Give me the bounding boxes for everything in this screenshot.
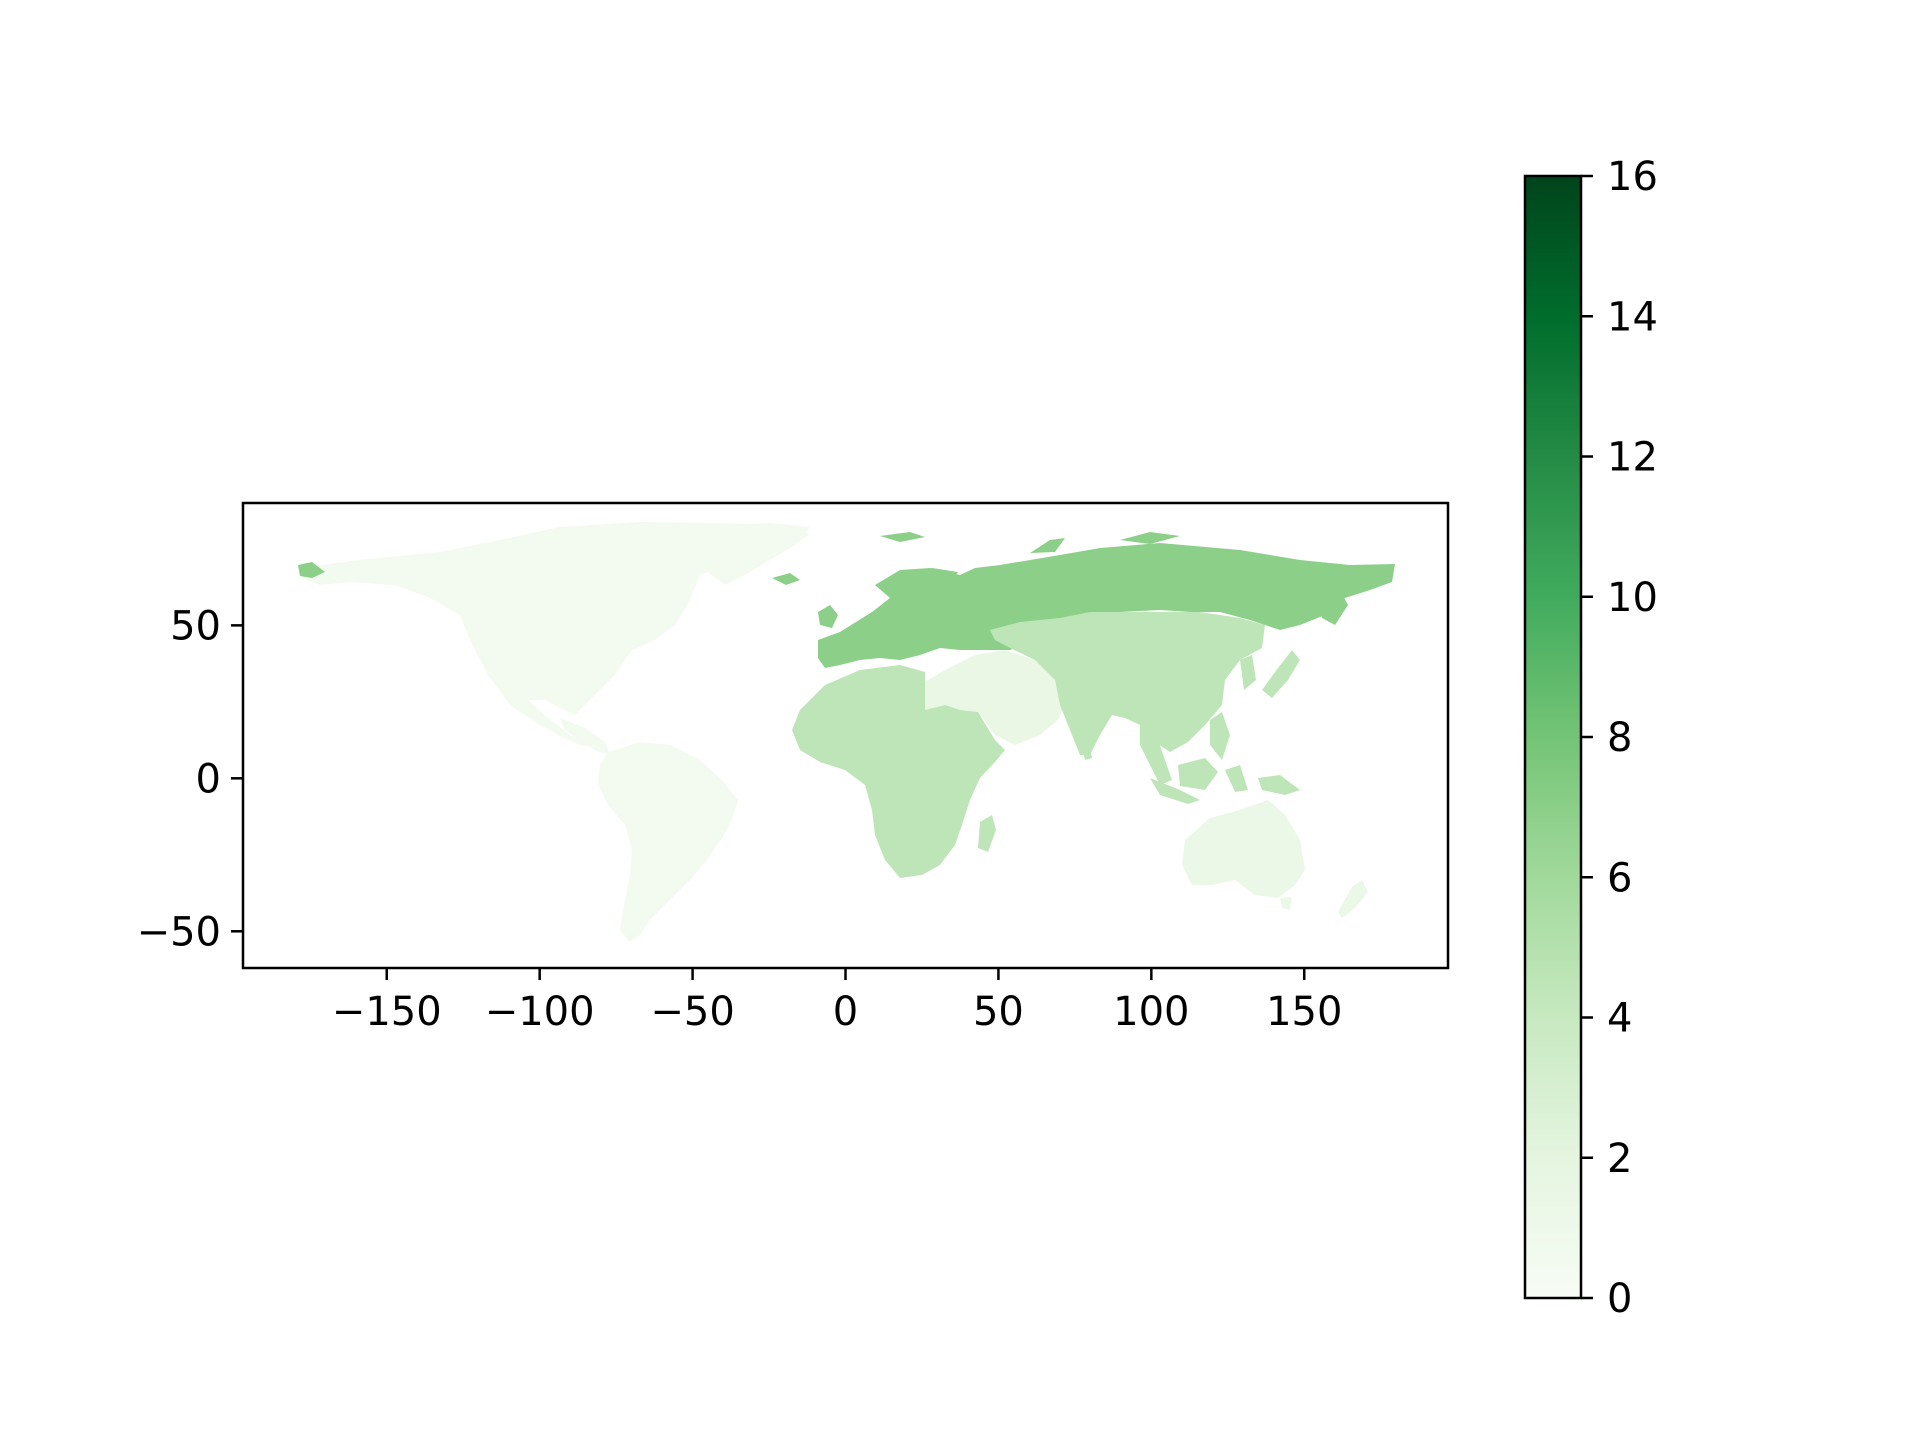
colorbar-tick-label: 16 [1607,154,1658,200]
colorbar-axis: 0 2 4 6 8 10 12 14 16 [1581,154,1658,1322]
colorbar-tick-label: 12 [1607,435,1658,481]
region-australia [1182,800,1305,898]
region-novaya-zemlya [1030,538,1065,553]
colorbar-tick-label: 6 [1607,855,1632,901]
region-sulawesi [1225,765,1248,792]
region-philippines [1210,712,1230,760]
region-kamchatka [1318,590,1348,625]
colorbar: 0 2 4 6 8 10 12 14 16 [1523,154,1658,1322]
y-tick-label: −50 [137,909,221,955]
colorbar-tick-label: 0 [1607,1276,1632,1322]
region-greenland [690,523,810,585]
x-tick-label: 50 [973,989,1024,1035]
x-tick-label: −100 [485,989,595,1035]
x-tick-label: 0 [833,989,858,1035]
colorbar-tick-label: 10 [1607,575,1658,621]
colorbar-tick-label: 2 [1607,1136,1632,1182]
y-tick-label: 50 [170,603,221,649]
region-europe-russia [818,543,1395,668]
region-africa [792,665,1005,878]
region-korea [1240,655,1256,690]
colorbar-tick-label: 14 [1607,294,1658,340]
region-central-america [560,718,610,755]
x-tick-label: −150 [332,989,442,1035]
region-svalbard [880,532,925,542]
region-malaysia [1140,725,1172,785]
x-tick-label: −50 [650,989,734,1035]
colorbar-tick-label: 8 [1607,715,1632,761]
region-severnaya [1120,532,1180,544]
region-new-guinea [1258,775,1300,795]
region-tasmania [1280,897,1292,910]
region-scandinavia [895,568,958,612]
region-south-america [598,742,738,942]
region-chukotka [298,562,325,578]
region-middle-east [920,650,1065,745]
region-japan [1262,650,1300,698]
region-iceland [772,573,800,585]
region-new-zealand [1338,880,1368,918]
y-tick-label: 0 [196,756,221,802]
region-borneo [1178,758,1218,790]
colorbar-gradient [1523,174,1583,1300]
x-tick-label: 150 [1266,989,1342,1035]
y-axis: −50 0 50 [137,603,243,955]
colorbar-tick-label: 4 [1607,996,1632,1042]
region-north-america [300,522,810,748]
x-axis: −150 −100 −50 0 50 100 150 [332,968,1342,1035]
region-asia [990,612,1265,755]
region-madagascar [978,815,996,852]
region-sri-lanka [1083,750,1092,760]
x-tick-label: 100 [1113,989,1189,1035]
region-british-isles [818,605,838,628]
region-indonesia-west [1150,778,1200,804]
map-plot-area [298,522,1395,942]
